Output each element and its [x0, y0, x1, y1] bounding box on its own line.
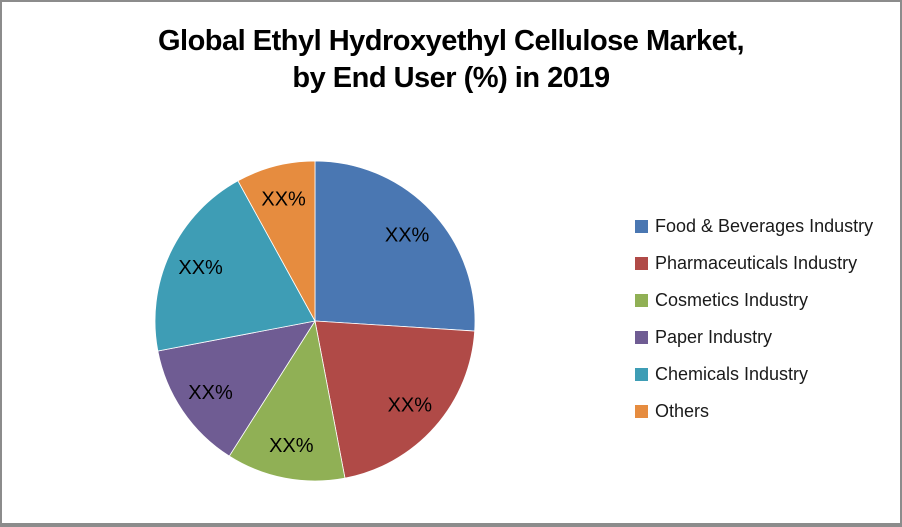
legend-item-cosmetics-industry: Cosmetics Industry: [635, 288, 873, 313]
legend-swatch-icon: [635, 220, 648, 233]
chart-title-line2: by End User (%) in 2019: [292, 62, 610, 94]
legend-swatch-icon: [635, 368, 648, 381]
pie-slice-pharmaceuticals-industry: [314, 320, 476, 479]
legend-label: Pharmaceuticals Industry: [655, 253, 858, 273]
slice-label-others: XX%: [261, 189, 306, 211]
legend-item-food-beverages-industry: Food & Beverages Industry: [635, 214, 873, 239]
slice-label-food-beverages-industry: XX%: [385, 225, 430, 247]
pie-slice-paper-industry: [157, 320, 316, 457]
legend-swatch-icon: [635, 294, 648, 307]
legend-label: Others: [655, 401, 710, 421]
legend-item-paper-industry: Paper Industry: [635, 325, 873, 350]
slice-label-pharmaceuticals-industry: XX%: [388, 395, 433, 417]
pie-slice-chemicals-industry: [154, 180, 316, 352]
legend: Food & Beverages Industry Pharmaceuticals…: [635, 214, 873, 436]
chart-title: Global Ethyl Hydroxyethyl Cellulose Mark…: [2, 23, 900, 97]
legend-swatch-icon: [635, 331, 648, 344]
pie-chart: XX% XX% XX% XX% XX% XX%: [154, 160, 476, 482]
pie-slice-cosmetics-industry: [228, 319, 346, 482]
legend-item-chemicals-industry: Chemicals Industry: [635, 362, 873, 387]
slice-label-cosmetics-industry: XX%: [269, 435, 314, 457]
legend-label: Food & Beverages Industry: [655, 216, 874, 236]
chart-title-line1: Global Ethyl Hydroxyethyl Cellulose Mark…: [157, 25, 745, 57]
legend-swatch-icon: [635, 257, 648, 270]
legend-item-others: Others: [635, 399, 873, 424]
legend-swatch-icon: [635, 405, 648, 418]
pie-slice-food-beverages-industry: [314, 160, 476, 332]
legend-label: Chemicals Industry: [655, 364, 809, 384]
legend-item-pharmaceuticals-industry: Pharmaceuticals Industry: [635, 251, 873, 276]
slice-label-paper-industry: XX%: [188, 382, 233, 404]
slice-label-chemicals-industry: XX%: [178, 257, 223, 279]
legend-label: Cosmetics Industry: [655, 290, 809, 310]
pie-slice-others: [237, 160, 316, 322]
legend-label: Paper Industry: [655, 327, 773, 347]
